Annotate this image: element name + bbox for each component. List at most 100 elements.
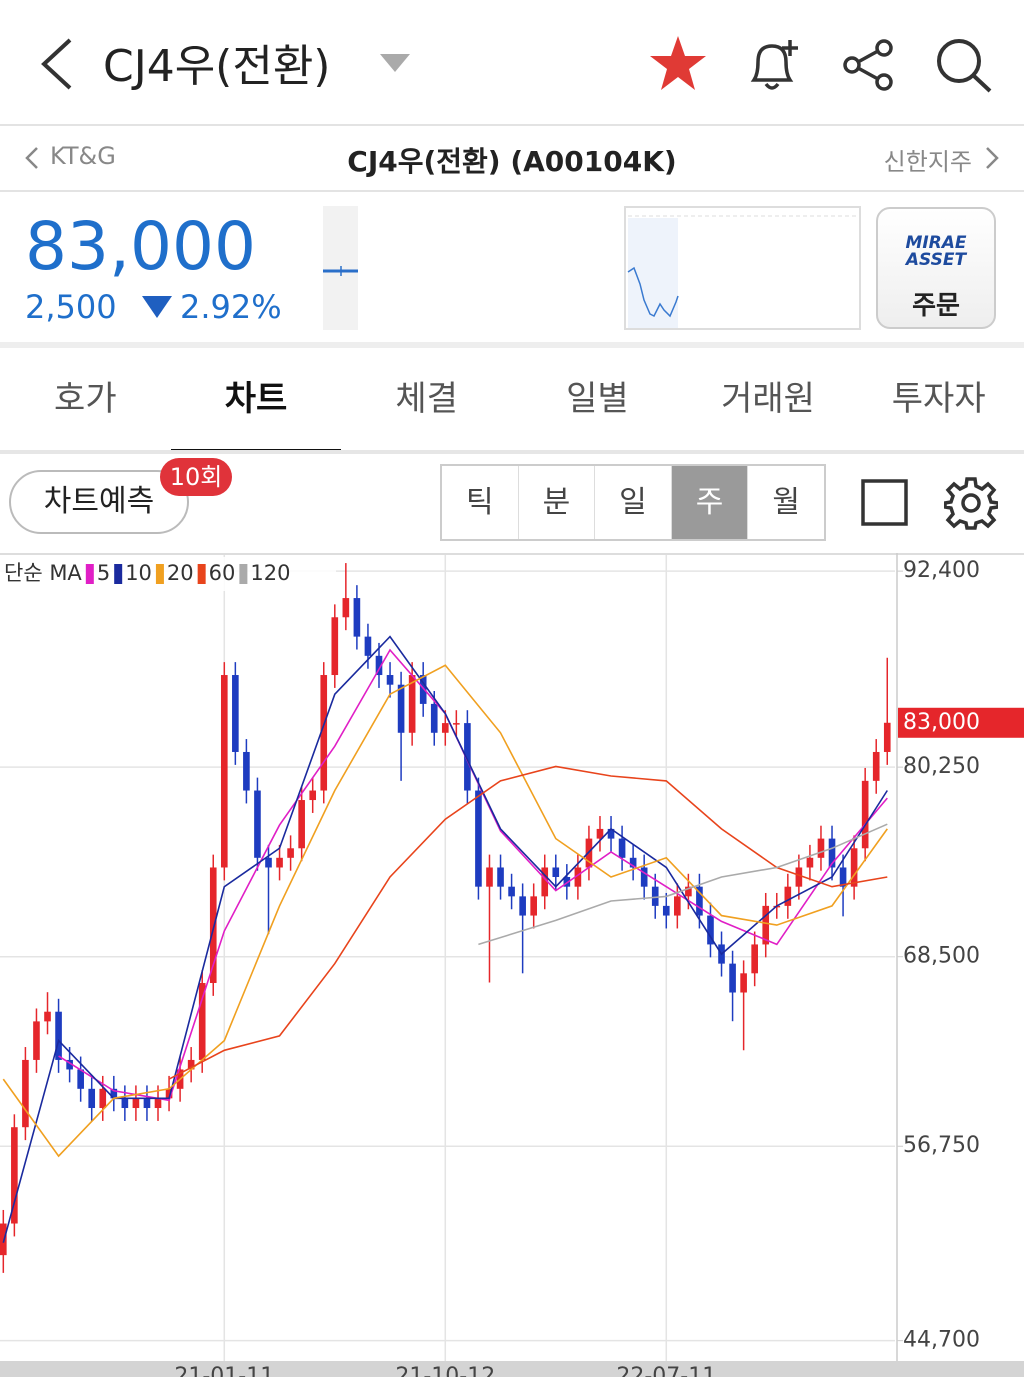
candle-body <box>187 1059 195 1070</box>
candle-body <box>629 857 637 868</box>
last-price-box <box>898 707 1024 738</box>
period-button[interactable]: 분 <box>517 466 595 539</box>
divider <box>0 124 1024 126</box>
candle-body <box>574 867 582 887</box>
candle-body <box>828 838 836 868</box>
legend-swatch <box>197 564 206 584</box>
candle-body <box>132 1098 140 1109</box>
tab-bar: 호가 차트 체결 일별 거래원 투자자 <box>0 352 1024 452</box>
ma-line <box>168 765 888 1080</box>
dropdown-icon[interactable] <box>380 54 410 74</box>
settings-icon[interactable] <box>944 476 998 530</box>
legend-swatch <box>155 564 164 584</box>
candle-body <box>441 723 449 733</box>
candle-body <box>530 896 537 916</box>
favorite-star[interactable] <box>648 34 708 92</box>
candle-body <box>353 598 361 637</box>
candle-body <box>563 877 571 887</box>
legend-bg <box>0 557 336 591</box>
candle-body <box>662 905 670 916</box>
candle-body <box>674 896 681 916</box>
current-stock: CJ4우(전환) (A00104K) <box>347 145 677 178</box>
legend-swatch <box>114 564 123 584</box>
candle-body <box>375 655 383 676</box>
ma-line <box>58 648 888 1102</box>
candle-body <box>508 886 515 897</box>
candle-body <box>453 723 460 725</box>
candle-body <box>88 1088 96 1109</box>
candle-body <box>464 723 471 791</box>
tab[interactable]: 일별 <box>566 379 629 419</box>
prev-arrow[interactable] <box>24 146 40 170</box>
candle-body <box>121 1098 129 1109</box>
legend-swatch <box>239 564 248 584</box>
tab[interactable]: 투자자 <box>891 379 986 419</box>
y-tick-label: 80,250 <box>903 754 980 779</box>
period-button[interactable]: 주 <box>670 466 748 539</box>
candle-body <box>254 790 261 858</box>
next-stock[interactable]: 신한지주 <box>883 148 972 176</box>
predict-badge: 10회 <box>160 458 232 496</box>
alert-icon[interactable] <box>744 36 804 94</box>
fullscreen-icon[interactable] <box>860 478 910 528</box>
price-change: 2,500 <box>25 288 117 326</box>
candle-body <box>287 848 294 858</box>
period-button[interactable]: 월 <box>747 466 824 539</box>
candle-body <box>386 675 394 685</box>
legend-label: 10 <box>125 561 152 585</box>
candle-body <box>607 828 615 839</box>
ma-line <box>2 664 888 1158</box>
down-triangle <box>142 296 172 318</box>
ma-line <box>2 635 888 1243</box>
x-axis-strip <box>0 1361 1024 1377</box>
candle-body <box>883 722 891 752</box>
candle-body <box>99 1088 107 1109</box>
candle-body <box>795 867 803 887</box>
candle-body <box>209 867 217 983</box>
mini-candle <box>323 206 358 330</box>
y-tick-label: 44,700 <box>903 1328 980 1353</box>
tab[interactable]: 거래원 <box>721 379 815 419</box>
candle-body <box>596 828 604 839</box>
candle-body <box>22 1059 29 1128</box>
legend: 21-01-11 21-10-12 22-07-11 83,000 단순 MA 5 10 20… <box>0 557 1024 1377</box>
candle-body <box>55 1011 62 1060</box>
next-arrow[interactable] <box>984 146 1000 170</box>
stock-title[interactable]: CJ4우(전환) <box>103 41 331 92</box>
search-icon[interactable] <box>934 36 994 94</box>
candle-body <box>77 1069 84 1089</box>
candle-body <box>872 751 880 781</box>
candle-body <box>729 963 736 993</box>
tab[interactable]: 차트 <box>170 352 342 452</box>
candle-body <box>685 886 692 897</box>
candle-body <box>265 857 272 868</box>
x-tick-label: 22-07-11 <box>616 1364 716 1377</box>
candle-body <box>298 800 305 849</box>
candle-body <box>861 780 869 849</box>
x-tick-label: 21-10-12 <box>395 1364 495 1377</box>
candle-body <box>806 857 814 868</box>
logo-line: ASSET <box>905 250 967 270</box>
broker-logo: MIRAE ASSET <box>878 235 994 269</box>
back-button[interactable] <box>36 38 76 90</box>
candle-body <box>243 751 250 791</box>
predict-button[interactable]: 차트예측 <box>9 470 189 534</box>
candle-body <box>552 867 560 877</box>
order-button[interactable]: MIRAE ASSET 주문 <box>876 207 996 329</box>
period-button[interactable]: 일 <box>594 466 671 539</box>
candle-body <box>486 867 493 887</box>
candle-body <box>419 675 427 704</box>
candle-body <box>0 1223 7 1256</box>
candle-body <box>66 1059 73 1070</box>
candle-body <box>850 848 858 887</box>
candle-body <box>154 1098 162 1109</box>
share-icon[interactable] <box>842 38 896 92</box>
candle-body <box>839 867 847 887</box>
tab[interactable]: 호가 <box>54 379 117 419</box>
prev-stock[interactable]: KT&G <box>50 142 116 170</box>
tab[interactable]: 체결 <box>395 379 458 419</box>
divider <box>0 450 1024 454</box>
period-button[interactable]: 틱 <box>465 485 494 520</box>
